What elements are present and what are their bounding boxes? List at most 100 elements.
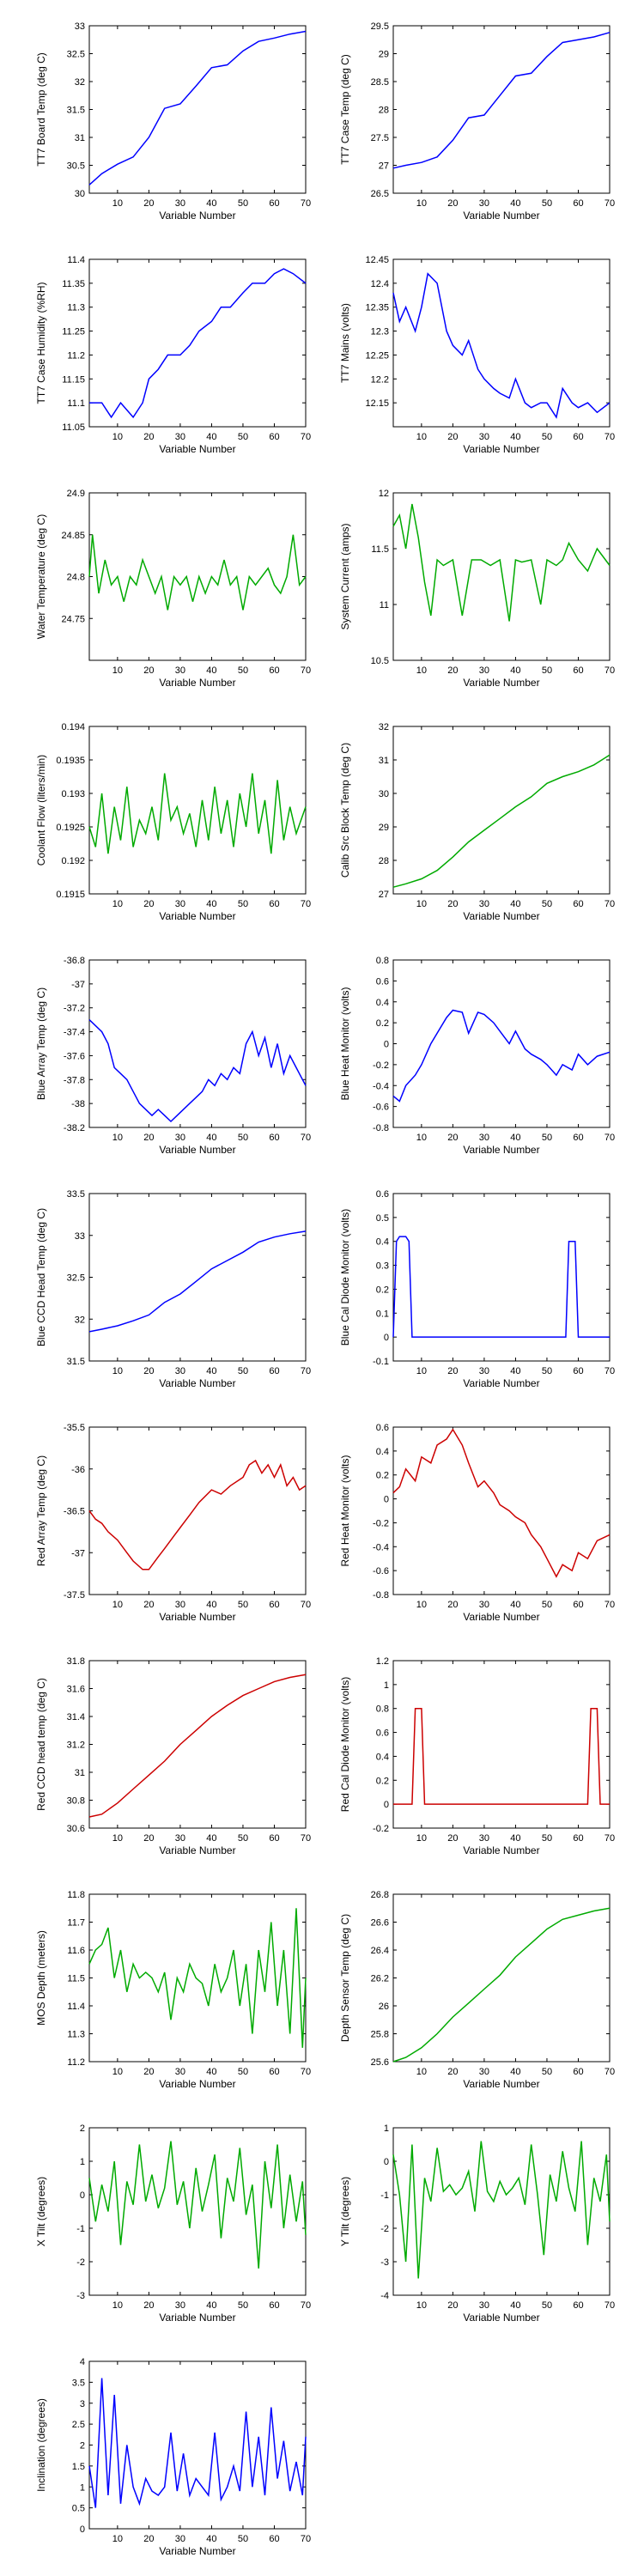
x-tick-label: 50 <box>542 899 552 909</box>
y-tick-label: 12.3 <box>371 327 389 337</box>
y-tick-label: -4 <box>380 2291 389 2301</box>
x-tick-label: 30 <box>175 1133 185 1143</box>
y-tick-label: 11.7 <box>67 1918 85 1929</box>
chart-panel: 10 20 30 40 50 60 70 -0.2 0 0.2 0.4 0.6 0.8 1 1.2 Varia… <box>339 1656 615 1856</box>
x-tick-label: 10 <box>416 432 427 442</box>
x-tick-label: 20 <box>143 1133 154 1143</box>
x-tick-label: 20 <box>447 1600 458 1610</box>
y-tick-label: 12 <box>379 489 389 499</box>
x-tick-label: 30 <box>175 1833 185 1844</box>
x-axis-label: Variable Number <box>463 1844 539 1856</box>
x-tick-label: 40 <box>510 1366 520 1376</box>
chart-panel: 10 20 30 40 50 60 70 0.1915 0.192 0.1925 0.193 0.19… <box>35 722 311 922</box>
x-tick-label: 50 <box>542 198 552 209</box>
y-tick-label: 32 <box>379 722 389 732</box>
y-axis-label: TT7 Case Temp (deg C) <box>339 54 351 165</box>
y-tick-label: 24.75 <box>61 614 85 624</box>
x-tick-label: 10 <box>112 2067 123 2077</box>
series-line <box>88 1908 307 2048</box>
chart-panel: 10 20 30 40 50 60 70 31.5 32 32.5 33 33.5 Variable N… <box>35 1189 311 1389</box>
x-tick-label: 50 <box>542 1366 552 1376</box>
series-line <box>88 2378 307 2508</box>
series-line <box>392 272 611 419</box>
x-tick-label: 10 <box>416 2067 427 2077</box>
x-tick-label: 10 <box>416 1600 427 1610</box>
chart-panel: 10 20 30 40 50 60 70 12.15 12.2 12.25 12.3 12.35 12.… <box>339 255 615 455</box>
chart-panel: 10 20 30 40 50 60 70 -0.1 0 0.1 0.2 0.3 0.4 0.5 0.6 Var… <box>339 1189 615 1389</box>
series-line <box>89 268 307 419</box>
x-tick-label: 20 <box>447 899 458 909</box>
x-tick-label: 60 <box>269 899 279 909</box>
y-tick-label: 29 <box>379 50 389 60</box>
x-tick-label: 30 <box>175 198 185 209</box>
x-tick-label: 70 <box>605 2300 615 2311</box>
x-tick-label: 30 <box>479 2067 489 2077</box>
x-tick-label: 10 <box>112 665 123 676</box>
y-tick-label: 29.5 <box>371 21 389 32</box>
y-tick-label: -37 <box>71 980 85 990</box>
x-tick-label: 60 <box>269 1600 279 1610</box>
plot-frame <box>392 1893 611 2063</box>
y-tick-label: -0.8 <box>373 1123 389 1133</box>
chart-panel: 10 20 30 40 50 60 70 11.05 11.1 11.15 11.2 11.25 11.… <box>35 255 311 455</box>
series-line <box>392 503 611 622</box>
series-line <box>392 1236 610 1338</box>
chart-panel: 10 20 30 40 50 60 70 -0.8 -0.6 -0.4 -0.2 0 0.2 0.4 0.6… <box>339 1423 615 1623</box>
y-tick-label: 0.1915 <box>56 890 85 900</box>
chart-panel: 10 20 30 40 50 60 70 -0.8 -0.6 -0.4 -0.2 0 0.2 0.4 0.6… <box>339 956 615 1156</box>
x-tick-label: 60 <box>269 665 279 676</box>
y-tick-label: 27 <box>379 161 389 172</box>
y-tick-label: 0.4 <box>376 998 389 1008</box>
y-tick-label: 29 <box>379 823 389 833</box>
series-line <box>88 1230 307 1333</box>
y-tick-label: 0.4 <box>376 1237 389 1248</box>
x-tick-label: 10 <box>416 665 427 676</box>
y-tick-label: 0 <box>384 2157 389 2167</box>
plot-frame <box>392 959 611 1128</box>
x-tick-label: 30 <box>479 198 489 209</box>
chart-panel: 10 20 30 40 50 60 70 -37.5 -37 -36.5 -36 -35.5 Varia… <box>35 1423 311 1623</box>
y-tick-label: 0.8 <box>376 956 389 966</box>
y-tick-label: 2 <box>80 2441 85 2451</box>
y-tick-label: 26 <box>379 2002 389 2012</box>
plot-frame <box>392 726 611 895</box>
y-tick-label: 0 <box>384 1800 389 1810</box>
x-tick-label: 60 <box>269 2067 279 2077</box>
series-line <box>88 2141 307 2269</box>
x-axis-label: Variable Number <box>159 2078 235 2090</box>
y-tick-label: 31.5 <box>67 1357 85 1367</box>
y-tick-label: 30 <box>75 189 85 199</box>
y-tick-label: -0.4 <box>373 1081 389 1091</box>
y-tick-label: 26.2 <box>371 1974 389 1984</box>
x-tick-label: 50 <box>238 1833 248 1844</box>
x-axis-label: Variable Number <box>159 1144 235 1156</box>
y-tick-label: 11.5 <box>67 1974 85 1984</box>
x-tick-label: 60 <box>573 1600 583 1610</box>
y-tick-label: -1 <box>380 2190 389 2201</box>
chart-panel: 10 20 30 40 50 60 70 24.75 24.8 24.85 24.9 Variable… <box>35 489 311 689</box>
y-tick-label: 0.5 <box>376 1213 389 1224</box>
y-tick-label: 28 <box>379 106 389 116</box>
y-tick-label: 12.45 <box>365 255 389 265</box>
plot-frame <box>88 492 307 661</box>
y-tick-label: 30.6 <box>67 1824 85 1834</box>
y-axis-label: System Current (amps) <box>339 523 351 629</box>
y-tick-label: -37.5 <box>64 1590 85 1601</box>
x-tick-label: 40 <box>510 2067 520 2077</box>
y-tick-label: 1 <box>80 2482 85 2493</box>
x-tick-label: 30 <box>175 899 185 909</box>
x-tick-label: 20 <box>143 1600 154 1610</box>
y-tick-label: 0 <box>80 2190 85 2201</box>
x-tick-label: 40 <box>206 2534 216 2544</box>
plot-frame <box>392 492 611 661</box>
plot-frame <box>392 1193 611 1362</box>
y-tick-label: 11.4 <box>67 2002 85 2012</box>
y-tick-label: -2 <box>76 2257 85 2268</box>
x-tick-label: 60 <box>269 1133 279 1143</box>
y-tick-label: 0.6 <box>376 1423 389 1433</box>
series-line <box>88 1459 307 1571</box>
x-tick-label: 10 <box>112 1600 123 1610</box>
x-tick-label: 70 <box>605 198 615 209</box>
x-tick-label: 10 <box>112 2300 123 2311</box>
